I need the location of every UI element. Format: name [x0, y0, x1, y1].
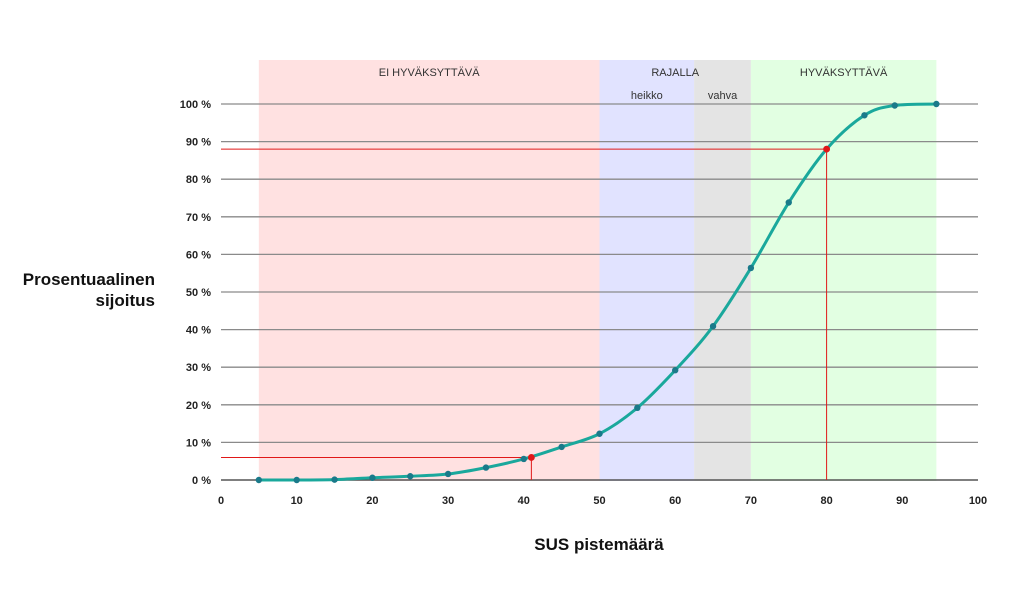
zones-layer	[258, 60, 937, 481]
data-point-7	[520, 455, 527, 463]
y-tick-label-100: 100 %	[180, 99, 211, 111]
grid-layer	[221, 103, 978, 481]
zone-sublabel-2: vahva	[708, 90, 738, 102]
y-tick-label-10: 10 %	[186, 437, 211, 449]
x-tick-label-60: 60	[669, 495, 681, 507]
x-tick-label-20: 20	[366, 495, 378, 507]
data-point-8	[558, 443, 565, 451]
y-tick-label-60: 60 %	[186, 249, 211, 261]
y-tick-label-0: 0 %	[192, 475, 211, 487]
y-tick-label-80: 80 %	[186, 174, 211, 186]
zone-group-label: RAJALLA	[651, 67, 699, 79]
x-tick-label-0: 0	[218, 495, 224, 507]
x-tick-label-70: 70	[745, 495, 757, 507]
data-point-13	[747, 264, 755, 272]
points-layer	[255, 100, 940, 484]
x-tick-label-10: 10	[291, 495, 303, 507]
x-tick-label-100: 100	[969, 495, 987, 507]
zone-0	[258, 60, 600, 481]
x-tick-label-50: 50	[593, 495, 605, 507]
y-tick-label-90: 90 %	[186, 137, 211, 149]
data-point-14	[785, 199, 792, 206]
data-point-12	[709, 323, 717, 330]
x-axis-title: SUS pistemäärä	[534, 535, 664, 554]
zone-2	[694, 60, 751, 481]
y-axis-title-line-1: Prosentuaalinen	[23, 270, 155, 289]
data-point-6	[482, 464, 490, 471]
data-point-1	[293, 476, 300, 484]
data-point-4	[407, 473, 414, 480]
x-tick-label-90: 90	[896, 495, 908, 507]
zone-label-0: EI HYVÄKSYTTÄVÄ	[379, 67, 481, 79]
data-point-5	[444, 470, 452, 478]
y-tick-label-20: 20 %	[186, 400, 211, 412]
y-tick-label-40: 40 %	[186, 325, 211, 337]
labels-layer: EI HYVÄKSYTTÄVÄ heikko vahva HYVÄKSYTTÄVÄ RA…	[180, 67, 987, 507]
data-point-2	[331, 476, 338, 483]
y-tick-label-70: 70 %	[186, 212, 211, 224]
data-point-16	[861, 112, 868, 119]
y-axis-title-line-2: sijoitus	[95, 291, 155, 310]
y-tick-label-50: 50 %	[186, 287, 211, 299]
data-point-0	[255, 476, 263, 484]
data-point-10	[634, 404, 641, 412]
data-point-17	[891, 102, 898, 109]
y-tick-label-30: 30 %	[186, 362, 211, 374]
data-point-3	[369, 474, 376, 481]
zone-1	[599, 60, 695, 481]
zone-sublabel-1: heikko	[631, 90, 663, 102]
highlight-point-0	[527, 454, 535, 461]
x-tick-label-40: 40	[518, 495, 530, 507]
highlight-point-1	[823, 145, 830, 153]
x-tick-label-80: 80	[820, 495, 832, 507]
guides-layer	[221, 148, 828, 480]
zone-3	[750, 60, 937, 481]
zone-label-3: HYVÄKSYTTÄVÄ	[800, 67, 888, 79]
data-point-9	[596, 430, 603, 437]
data-point-18	[933, 100, 940, 108]
data-point-11	[672, 367, 679, 374]
x-tick-label-30: 30	[442, 495, 454, 507]
